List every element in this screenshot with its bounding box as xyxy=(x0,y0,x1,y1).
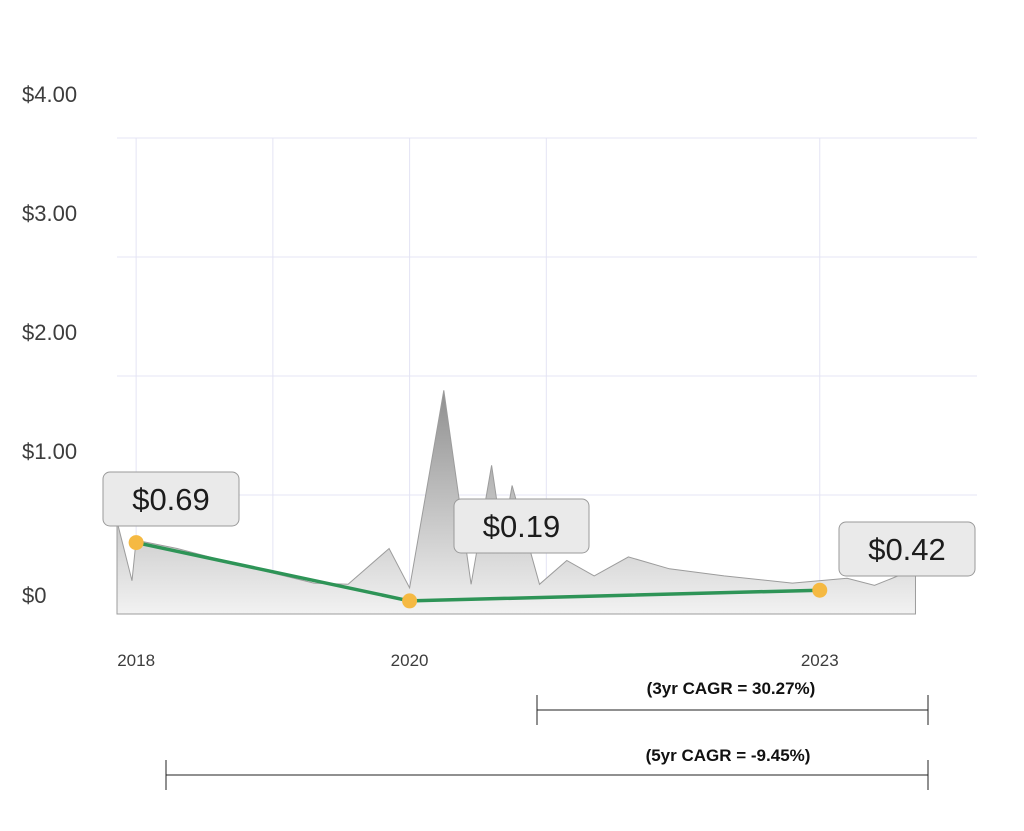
callout-label: $0.69 xyxy=(132,482,210,517)
cagr-annotation: (3yr CAGR = 30.27%) xyxy=(536,679,929,725)
value-callout: $0.69 xyxy=(102,471,240,527)
cagr-annotation: (5yr CAGR = -9.45%) xyxy=(165,746,929,790)
y-tick-label: $3.00 xyxy=(22,201,77,226)
y-tick-label: $0 xyxy=(22,583,46,608)
cagr-annotations: (3yr CAGR = 30.27%) (5yr CAGR = -9.45%) xyxy=(165,679,929,790)
line-series xyxy=(128,535,828,609)
callout-label: $0.19 xyxy=(483,509,561,544)
callout-label: $0.42 xyxy=(868,532,946,567)
x-tick-label: 2018 xyxy=(117,651,155,670)
callout-box xyxy=(453,498,590,554)
callout-box xyxy=(838,521,976,577)
data-point xyxy=(812,582,828,598)
cagr-label: (3yr CAGR = 30.27%) xyxy=(647,679,816,698)
x-tick-label: 2023 xyxy=(801,651,839,670)
x-axis-ticks: 2018 2020 2023 xyxy=(117,651,838,670)
chart-grid xyxy=(117,137,977,614)
value-callouts: $0.69 $0.19 $0.42 xyxy=(102,471,976,577)
cagr-label: (5yr CAGR = -9.45%) xyxy=(646,746,811,765)
data-point xyxy=(402,593,418,609)
value-callout: $0.19 xyxy=(453,498,590,554)
y-axis-ticks: $0 $1.00 $2.00 $3.00 $4.00 xyxy=(22,82,77,608)
y-tick-label: $1.00 xyxy=(22,439,77,464)
y-tick-label: $4.00 xyxy=(22,82,77,107)
x-tick-label: 2020 xyxy=(391,651,429,670)
value-callout: $0.42 xyxy=(838,521,976,577)
y-tick-label: $2.00 xyxy=(22,320,77,345)
callout-box xyxy=(102,471,240,527)
data-point xyxy=(128,535,144,551)
